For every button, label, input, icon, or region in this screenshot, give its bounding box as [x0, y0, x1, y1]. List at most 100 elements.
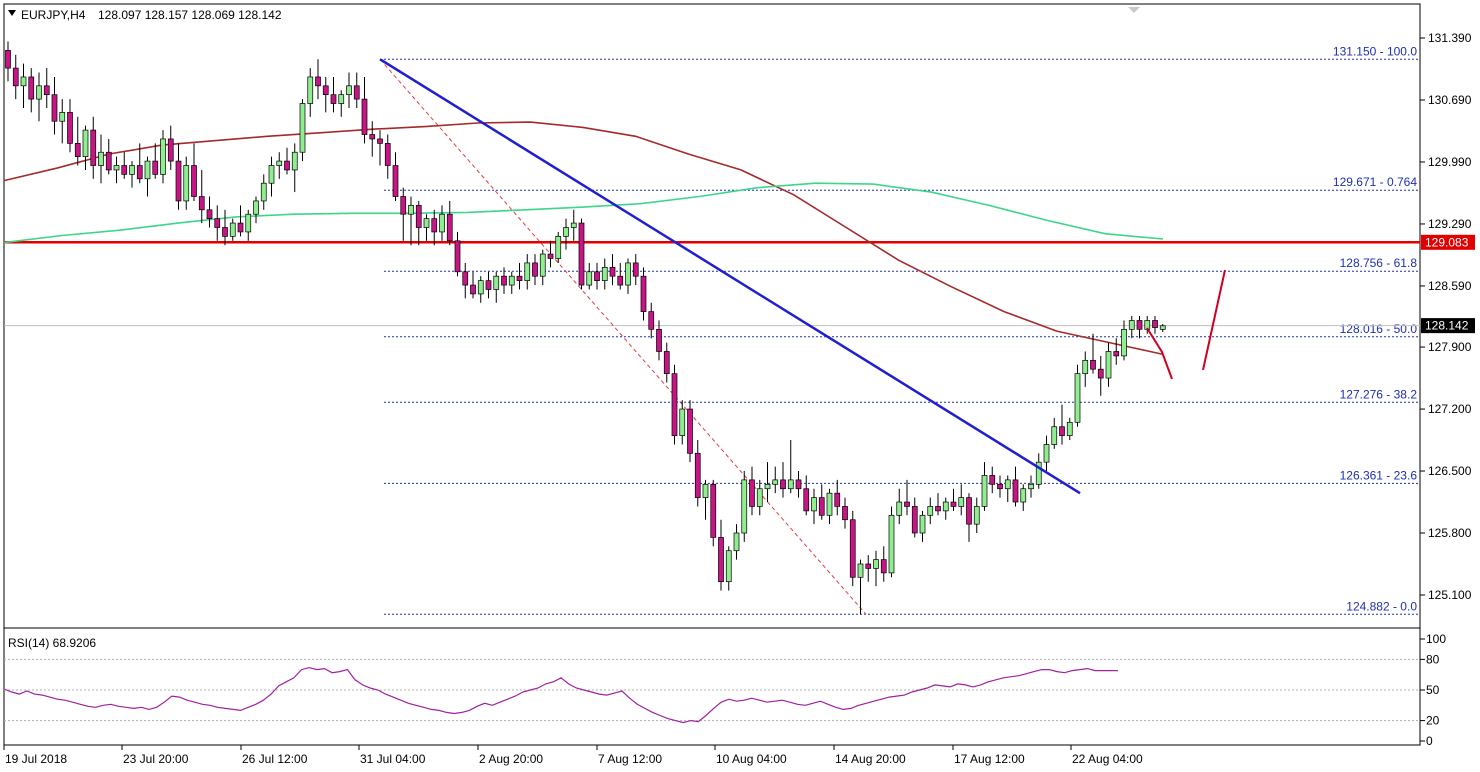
candle	[198, 169, 205, 224]
resistance-price-box	[1421, 234, 1475, 250]
rsi-tick-label: 20	[1426, 714, 1440, 728]
bear-candle-body	[431, 218, 438, 233]
candle	[594, 262, 600, 290]
bull-candle-body	[1121, 328, 1127, 357]
candle	[129, 161, 135, 188]
bull-candle-body	[1105, 351, 1112, 379]
price-tick-label: 127.900	[1428, 340, 1472, 354]
candle	[322, 76, 329, 113]
price-tick-label: 128.590	[1428, 279, 1472, 293]
candle	[942, 497, 949, 520]
candle	[237, 205, 244, 237]
rsi-tick-label: 50	[1426, 683, 1440, 697]
candle	[82, 125, 89, 170]
bear-candle-body	[532, 262, 538, 277]
candle	[384, 134, 391, 179]
bear-candle-body	[1097, 368, 1104, 379]
candle	[284, 147, 290, 175]
candle	[191, 143, 197, 201]
bull-candle-body	[601, 267, 608, 281]
bear-candle-body	[74, 143, 81, 158]
bear-candle-body	[966, 497, 972, 525]
candle	[446, 200, 453, 246]
bear-candle-body	[632, 262, 639, 277]
fibonacci-level-label: 128.756 - 61.8	[1340, 256, 1418, 270]
bear-candle-body	[950, 501, 957, 507]
bear-candle-body	[315, 76, 321, 87]
rsi-axis: 100 80 50 20 0	[1420, 632, 1446, 748]
bear-candle-body	[865, 563, 872, 569]
candle	[113, 156, 120, 184]
bull-candle-body	[59, 112, 66, 122]
candle	[896, 488, 903, 525]
candle	[694, 440, 701, 507]
time-tick-label: 17 Aug 12:00	[954, 752, 1025, 766]
bull-candle-body	[586, 271, 593, 286]
bear-candle-body	[749, 479, 755, 507]
ohlc-values: 128.097 128.157 128.069 128.142	[98, 8, 282, 22]
bear-candle-body	[392, 165, 399, 197]
bull-candle-body	[1043, 444, 1050, 463]
bull-candle-body	[477, 280, 484, 295]
candle	[276, 152, 283, 179]
candle	[346, 72, 352, 108]
bull-candle-body	[733, 532, 740, 552]
price-tick-label: 127.200	[1428, 402, 1472, 416]
bear-candle-body	[206, 209, 213, 219]
bear-candle-body	[67, 112, 73, 144]
bull-candle-body	[741, 479, 748, 534]
candle	[59, 99, 66, 144]
bull-candle-body	[570, 222, 577, 228]
bull-candle-body	[857, 563, 864, 578]
bull-candle-body	[756, 488, 763, 507]
bear-candle-body	[361, 98, 368, 135]
price-tick-label: 129.990	[1428, 155, 1472, 169]
bull-candle-body	[1035, 461, 1042, 485]
bear-candle-body	[5, 50, 11, 69]
bear-candle-body	[594, 271, 600, 281]
candle	[625, 258, 631, 294]
candle	[1074, 364, 1081, 427]
bull-candle-body	[927, 506, 934, 516]
bear-candle-body	[547, 253, 554, 259]
bear-candle-body	[989, 475, 996, 485]
fibonacci-level-label: 129.671 - 0.764	[1333, 175, 1417, 189]
time-tick-label: 14 Aug 20:00	[835, 752, 906, 766]
candle	[477, 276, 484, 303]
rsi-tick-label: 100	[1426, 632, 1446, 646]
collapse-triangle-icon[interactable]	[8, 10, 16, 16]
bear-candle-body	[377, 138, 383, 144]
one-click-trade-arrow-icon[interactable]	[1128, 7, 1140, 13]
candle	[315, 59, 321, 100]
bear-candle-body	[369, 134, 376, 140]
candle	[687, 400, 693, 463]
bull-candle-body	[113, 165, 120, 171]
resistance-price-label: 129.083	[1425, 235, 1469, 249]
candle	[43, 68, 50, 108]
candle	[911, 497, 918, 538]
rsi-levels	[4, 658, 1420, 722]
candle	[1121, 320, 1127, 361]
candle	[67, 99, 73, 153]
candle	[160, 130, 166, 184]
bull-candle-body	[299, 103, 306, 153]
bear-candle-body	[1136, 320, 1143, 330]
bear-candle-body	[671, 373, 678, 436]
candle	[780, 462, 786, 498]
candle	[245, 209, 252, 241]
bear-candle-body	[470, 284, 476, 295]
bull-candle-body	[260, 182, 267, 202]
bear-candle-body	[780, 479, 786, 490]
bear-candle-body	[191, 165, 197, 197]
time-tick-label: 2 Aug 20:00	[479, 752, 543, 766]
candle	[904, 479, 910, 516]
candle	[927, 497, 934, 525]
candle	[253, 196, 259, 224]
bull-candle-body	[268, 165, 275, 184]
bear-candle-body	[795, 479, 802, 490]
candle	[175, 143, 182, 210]
candle	[1090, 333, 1096, 374]
bear-candle-body	[501, 275, 507, 286]
candle	[601, 258, 608, 290]
